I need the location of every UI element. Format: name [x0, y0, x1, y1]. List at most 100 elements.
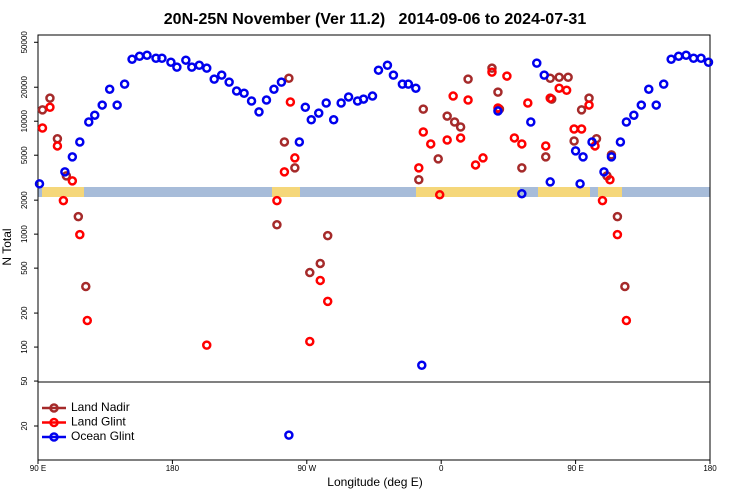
- x-tick-label: 90 E: [30, 464, 46, 473]
- point: [487, 67, 497, 77]
- point: [224, 77, 234, 87]
- y-tick-label: 20: [20, 421, 29, 430]
- point: [470, 160, 481, 170]
- point: [367, 91, 378, 101]
- x-tick-label: 90 E: [567, 464, 583, 473]
- point: [84, 117, 94, 127]
- legend-label: Ocean Glint: [71, 429, 135, 443]
- point: [142, 50, 152, 60]
- point: [157, 53, 167, 64]
- point: [290, 163, 300, 173]
- point: [418, 127, 429, 137]
- y-tick-label: 500: [20, 261, 29, 275]
- point: [261, 95, 272, 105]
- point: [478, 153, 488, 163]
- y-tick-label: 50000: [20, 31, 29, 54]
- point: [554, 72, 564, 83]
- point: [620, 281, 630, 292]
- point: [73, 211, 84, 222]
- series-points: [37, 63, 630, 292]
- point: [306, 115, 317, 125]
- point: [612, 211, 623, 222]
- point: [67, 152, 78, 162]
- point: [201, 340, 212, 350]
- point: [417, 360, 427, 371]
- point: [502, 71, 512, 81]
- point: [269, 84, 279, 94]
- point: [493, 87, 503, 97]
- map-strip: [38, 187, 710, 197]
- point: [651, 100, 661, 110]
- point: [540, 152, 551, 162]
- point: [81, 281, 91, 292]
- point: [104, 84, 115, 94]
- point: [328, 115, 339, 125]
- point: [305, 336, 315, 347]
- point: [305, 267, 315, 278]
- point: [696, 53, 706, 64]
- point: [442, 135, 452, 145]
- point: [172, 62, 182, 72]
- point: [279, 137, 290, 147]
- point: [545, 93, 555, 103]
- point: [517, 188, 527, 199]
- point: [45, 102, 55, 112]
- point: [455, 133, 466, 143]
- point: [239, 88, 249, 98]
- point: [166, 57, 176, 67]
- point: [343, 92, 354, 102]
- point: [60, 167, 70, 177]
- point: [434, 190, 445, 200]
- point: [181, 55, 191, 65]
- point: [425, 139, 436, 149]
- point: [493, 106, 503, 116]
- point: [358, 94, 369, 104]
- point: [285, 97, 296, 107]
- point: [615, 137, 626, 147]
- point: [545, 177, 555, 187]
- legend-marker: [49, 432, 59, 442]
- point: [284, 73, 294, 84]
- y-tick-label: 50: [20, 376, 29, 385]
- point: [612, 229, 623, 240]
- point: [321, 98, 331, 108]
- point: [575, 179, 585, 189]
- point: [442, 111, 452, 121]
- y-tick-label: 20000: [20, 76, 29, 99]
- point: [315, 258, 325, 269]
- point: [517, 163, 527, 173]
- point: [658, 79, 669, 89]
- point: [455, 122, 466, 132]
- x-tick-label: 90 W: [297, 464, 316, 473]
- point: [411, 83, 421, 93]
- point: [336, 98, 346, 108]
- point: [300, 102, 311, 112]
- point: [97, 100, 107, 110]
- point: [294, 137, 305, 147]
- point: [82, 315, 93, 326]
- point: [681, 50, 691, 60]
- point: [315, 275, 325, 286]
- y-tick-label: 5000: [20, 146, 29, 164]
- point: [45, 93, 55, 103]
- point: [52, 141, 63, 151]
- point: [58, 195, 69, 206]
- point: [606, 152, 617, 162]
- point: [418, 104, 429, 114]
- point: [279, 167, 290, 177]
- legend-label: Land Nadir: [71, 400, 130, 414]
- point: [209, 74, 219, 84]
- point: [433, 154, 443, 164]
- point: [532, 58, 542, 68]
- point: [34, 179, 45, 189]
- point: [75, 137, 85, 147]
- x-tick-label: 0: [439, 464, 444, 473]
- point: [127, 54, 137, 64]
- point: [322, 296, 333, 307]
- legend-label: Land Glint: [71, 415, 126, 429]
- point: [119, 79, 130, 89]
- point: [539, 70, 549, 80]
- point: [382, 60, 393, 71]
